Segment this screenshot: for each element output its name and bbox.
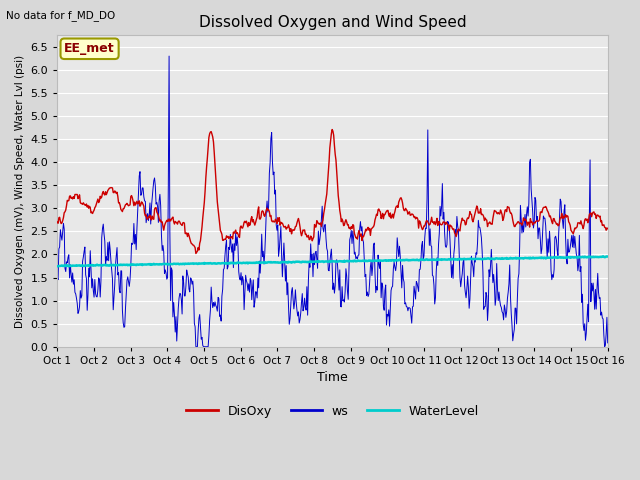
DisOxy [328, 127, 336, 132]
DisOxy [192, 251, 200, 256]
ws [207, 307, 214, 313]
ws [604, 340, 612, 346]
Text: No data for f_MD_DO: No data for f_MD_DO [6, 10, 116, 21]
Line: DisOxy: DisOxy [58, 130, 608, 253]
X-axis label: Time: Time [317, 372, 348, 384]
WaterLevel [54, 264, 61, 269]
ws [165, 53, 173, 59]
DisOxy [604, 226, 612, 231]
Text: EE_met: EE_met [64, 42, 115, 55]
WaterLevel [120, 262, 128, 268]
WaterLevel [399, 257, 407, 263]
ws [63, 260, 71, 265]
Legend: DisOxy, ws, WaterLevel: DisOxy, ws, WaterLevel [181, 400, 484, 423]
DisOxy [206, 131, 214, 136]
Line: WaterLevel: WaterLevel [58, 256, 608, 266]
WaterLevel [176, 261, 184, 267]
ws [177, 291, 184, 297]
DisOxy [120, 206, 128, 212]
WaterLevel [415, 257, 423, 263]
Line: ws: ws [58, 56, 608, 347]
WaterLevel [63, 263, 71, 269]
ws [401, 301, 409, 307]
Title: Dissolved Oxygen and Wind Speed: Dissolved Oxygen and Wind Speed [198, 15, 467, 30]
ws [192, 344, 200, 349]
WaterLevel [604, 253, 612, 259]
DisOxy [54, 219, 61, 225]
ws [120, 324, 128, 330]
ws [54, 275, 61, 280]
WaterLevel [205, 261, 212, 266]
DisOxy [63, 197, 71, 203]
DisOxy [401, 208, 409, 214]
DisOxy [176, 219, 184, 225]
ws [417, 257, 425, 263]
WaterLevel [599, 253, 607, 259]
DisOxy [417, 222, 425, 228]
Y-axis label: Dissolved Oxygen (mV), Wind Speed, Water Lvl (psi): Dissolved Oxygen (mV), Wind Speed, Water… [15, 54, 25, 327]
